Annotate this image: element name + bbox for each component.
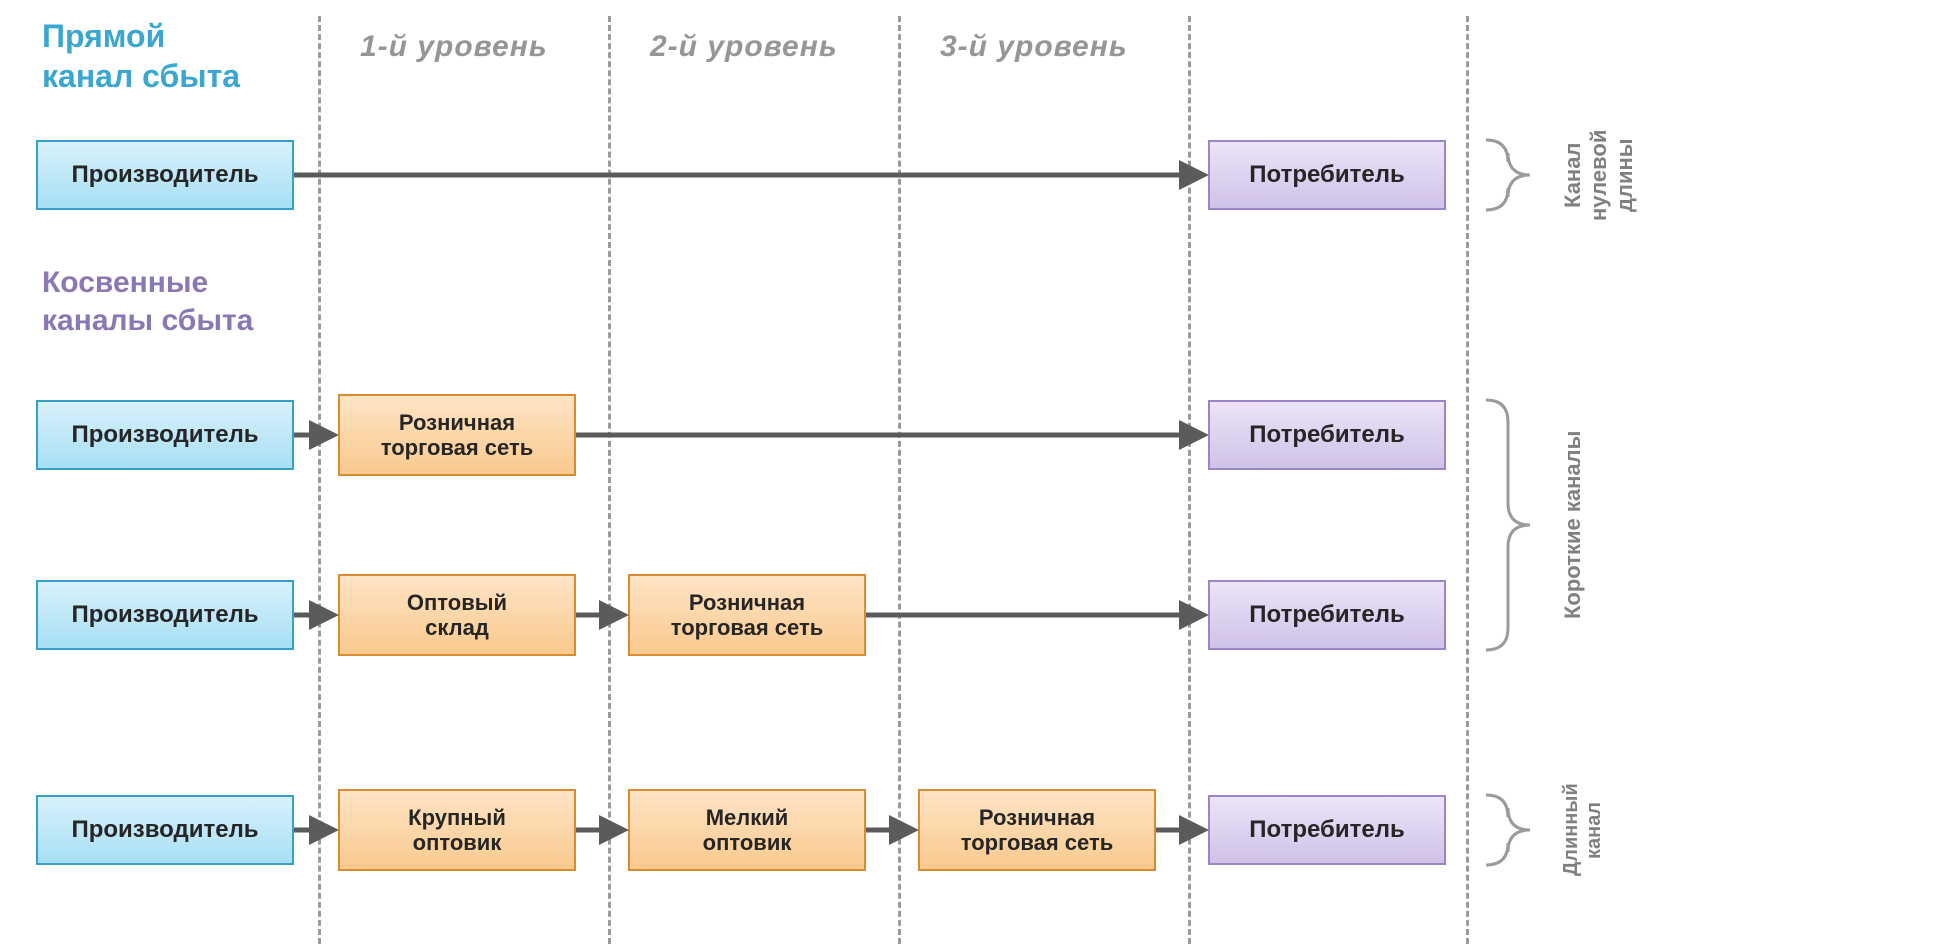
brace-short [1486,400,1530,650]
node-r2: Розничнаяторговая сеть [628,574,866,656]
node-c2: Потребитель [1208,580,1446,650]
node-c1: Потребитель [1208,400,1446,470]
node-p3: Производитель [36,795,294,865]
channel-length-label-long: Длинныйканал [1560,770,1606,890]
column-divider [1188,16,1191,944]
node-b3: Крупныйоптовик [338,789,576,871]
column-divider [1466,16,1469,944]
node-p2: Производитель [36,580,294,650]
column-divider [898,16,901,944]
channel-length-label-zero: Канал нулевойдлины [1560,115,1638,235]
level-header-l1: 1-й уровень [360,30,548,64]
node-p0: Производитель [36,140,294,210]
section-title-direct: Прямойканал сбыта [42,16,240,96]
node-p1: Производитель [36,400,294,470]
level-header-l3: 3-й уровень [940,30,1128,64]
column-divider [318,16,321,944]
level-header-l2: 2-й уровень [650,30,838,64]
node-w2: Оптовыйсклад [338,574,576,656]
node-c0: Потребитель [1208,140,1446,210]
section-title-indirect: Косвенныеканалы сбыта [42,264,253,339]
distribution-channels-diagram: Прямойканал сбыта Косвенныеканалы сбыта 1-… [0,0,1948,944]
brace-zero [1486,140,1530,210]
node-c3: Потребитель [1208,795,1446,865]
column-divider [608,16,611,944]
node-r1: Розничнаяторговая сеть [338,394,576,476]
node-s3: Мелкийоптовик [628,789,866,871]
brace-long [1486,795,1530,865]
channel-length-label-short: Короткие каналы [1560,400,1586,650]
node-r3: Розничнаяторговая сеть [918,789,1156,871]
